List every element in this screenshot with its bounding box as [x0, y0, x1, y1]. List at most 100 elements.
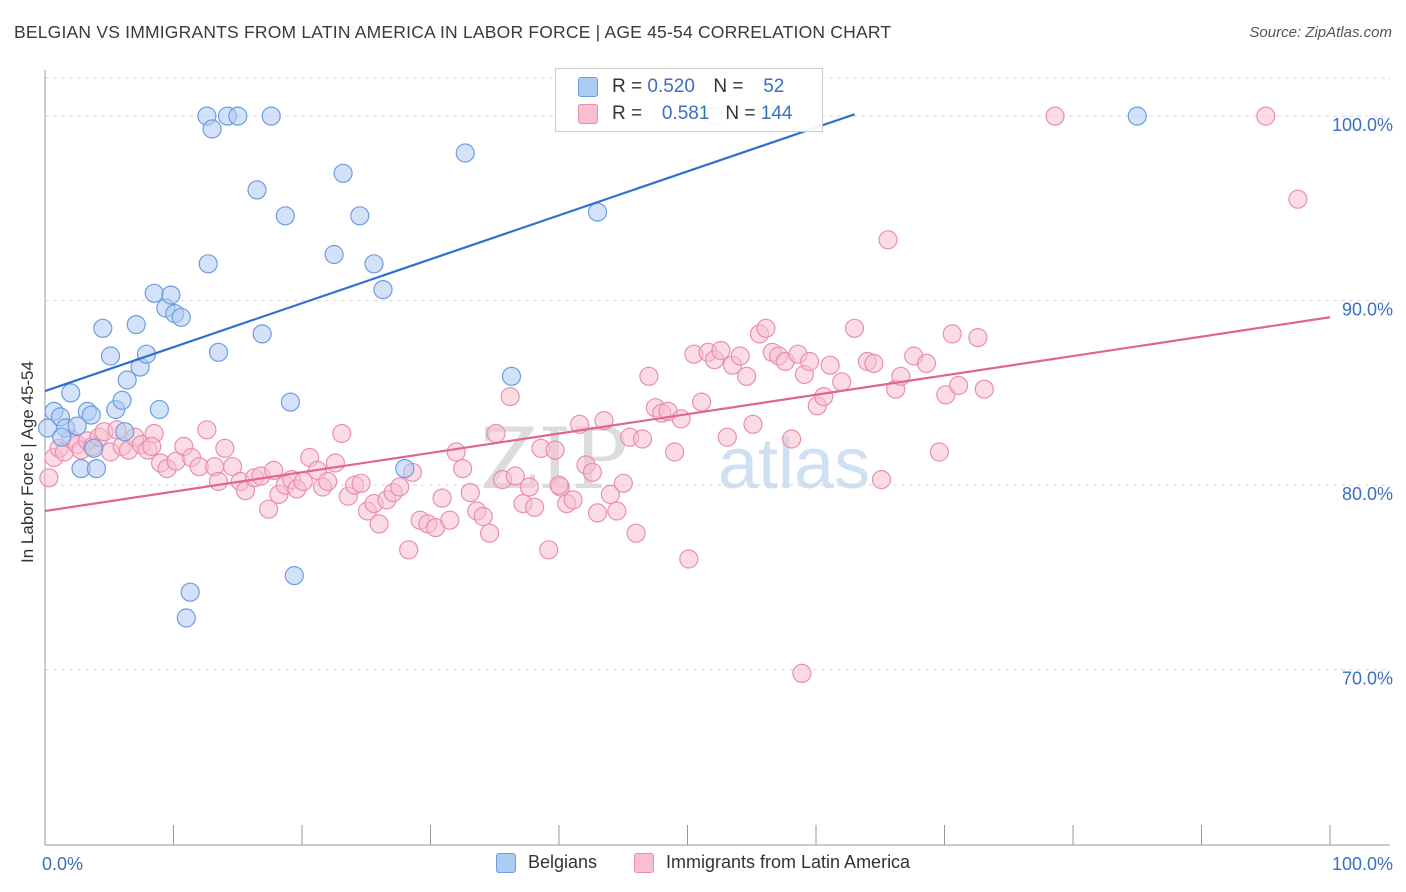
belgians-point: [252, 324, 272, 344]
latin-trendline: [44, 316, 1331, 513]
latin-point: [820, 355, 840, 375]
latin-point: [1045, 106, 1065, 126]
latin-point: [968, 328, 988, 348]
belgians-point: [161, 285, 181, 305]
latin-point: [607, 501, 627, 521]
source-label: Source:: [1249, 24, 1302, 41]
latin-point: [39, 468, 59, 488]
belgians-point: [587, 202, 608, 222]
belgians-point: [84, 438, 104, 458]
r-label: R =: [612, 76, 643, 97]
latin-point: [832, 372, 852, 392]
x-tick-label-max: 100.0%: [1332, 854, 1393, 874]
belgians-point: [126, 315, 146, 335]
legend-label-latin: Immigrants from Latin America: [666, 852, 911, 872]
latin-point: [318, 471, 338, 492]
legend-swatch-latin: [634, 852, 654, 873]
latin-point: [524, 497, 545, 517]
latin-point: [325, 453, 345, 473]
latin-point: [223, 457, 243, 477]
latin-point: [679, 549, 699, 569]
belgians-series: [37, 106, 1147, 628]
belgians-point: [247, 180, 267, 200]
latin-point: [916, 353, 937, 373]
belgians-point: [501, 366, 522, 386]
latin-point: [563, 490, 583, 510]
latin-n-value: 144: [760, 103, 793, 124]
stats-row-latin: R = 0.581 N = 144: [578, 101, 792, 127]
latin-point: [756, 318, 776, 338]
latin-point: [587, 503, 608, 523]
latin-point: [545, 440, 565, 460]
latin-point: [639, 366, 659, 386]
latin-point: [613, 473, 633, 493]
belgians-point: [180, 582, 200, 602]
latin-point: [259, 499, 279, 519]
belgians-point: [284, 565, 304, 586]
belgians-point: [61, 383, 81, 403]
chart-title: BELGIAN VS IMMIGRANTS FROM LATIN AMERICA…: [14, 22, 892, 42]
latin-point: [1256, 106, 1276, 126]
y-tick-label: 90.0%: [1342, 300, 1393, 320]
latin-point: [717, 427, 737, 447]
latin-point: [942, 324, 962, 344]
y-tick-label: 80.0%: [1342, 484, 1393, 504]
latin-point: [432, 488, 452, 508]
belgians-point: [228, 106, 248, 126]
latin-point: [539, 540, 559, 560]
belgians-point: [324, 244, 344, 265]
latin-point: [208, 471, 229, 492]
r-label: R =: [612, 103, 643, 124]
belgians-point: [117, 370, 137, 390]
latin-point: [929, 442, 950, 462]
latin-point: [792, 663, 812, 684]
latin-point: [814, 387, 834, 407]
latin-point: [871, 470, 892, 490]
stats-row-belgians: R = 0.520 N = 52: [578, 74, 799, 100]
legend-item-belgians[interactable]: Belgians: [496, 852, 597, 873]
trendlines: [44, 113, 1331, 513]
belgians-point: [100, 346, 121, 366]
latin-r-value: 0.581: [661, 103, 710, 124]
latin-point: [446, 442, 466, 462]
latin-point: [664, 442, 685, 462]
latin-point: [460, 483, 480, 503]
latin-point: [582, 462, 603, 482]
n-label: N =: [713, 76, 744, 97]
legend-item-latin[interactable]: Immigrants from Latin America: [634, 852, 910, 873]
belgians-point: [81, 405, 101, 425]
belgians-point: [208, 342, 229, 362]
belgians-point: [67, 416, 87, 436]
legend-label-belgians: Belgians: [528, 852, 598, 872]
belgians-point: [93, 318, 113, 338]
latin-point: [632, 429, 653, 449]
latin-point: [736, 366, 757, 386]
belgians-point: [198, 254, 218, 274]
y-tick-label: 100.0%: [1332, 115, 1393, 135]
latin-point: [473, 506, 493, 527]
latin-point: [844, 318, 865, 338]
belgians-r-value: 0.520: [647, 76, 695, 97]
latin-point: [519, 477, 540, 497]
latin-point: [453, 459, 473, 479]
belgians-point: [455, 143, 475, 163]
latin-point: [600, 484, 621, 504]
latin-point: [390, 477, 410, 497]
latin-point: [351, 473, 371, 493]
latin-point: [486, 423, 506, 444]
latin-point: [974, 379, 994, 399]
latin-point: [799, 351, 820, 372]
belgians-point: [202, 119, 222, 139]
belgians-point: [333, 163, 353, 183]
latin-point: [500, 387, 520, 407]
latin-point: [711, 340, 731, 361]
y-tick-label: 70.0%: [1342, 669, 1393, 689]
latin-point: [142, 436, 162, 456]
latin-point: [197, 420, 217, 440]
belgians-point: [261, 106, 281, 126]
correlation-stats-box: R = 0.520 N = 52 R = 0.581 N = 144: [555, 68, 823, 132]
belgians-point: [364, 254, 384, 274]
chart-legend: Belgians Immigrants from Latin America: [0, 850, 1406, 880]
latin-point: [505, 466, 525, 486]
